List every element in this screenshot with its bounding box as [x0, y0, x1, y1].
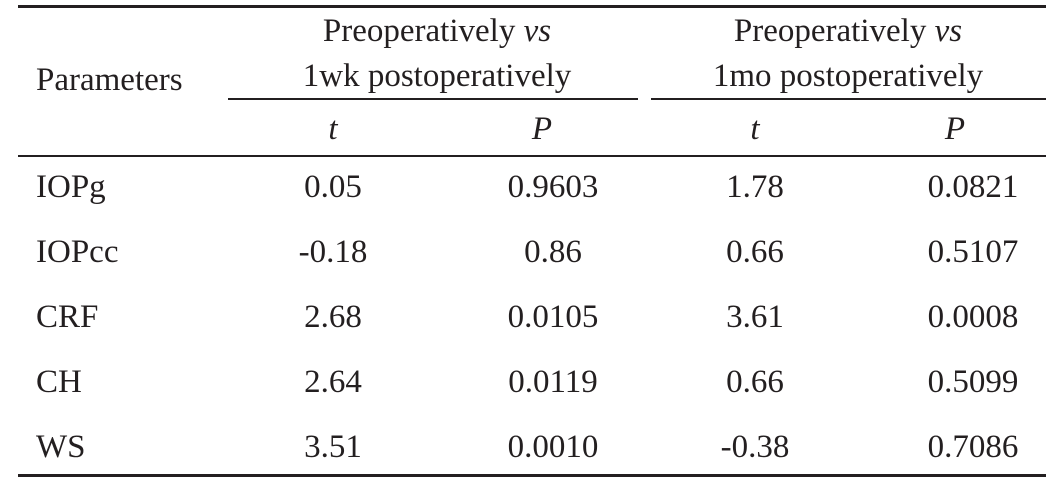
row-t1: -0.18 — [298, 234, 368, 270]
header-group2-line2: 1mo postoperatively — [712, 58, 984, 94]
top-rule — [18, 5, 1046, 8]
row-p1: 0.0105 — [507, 299, 599, 335]
header-group2-vs: vs — [934, 13, 963, 49]
group1-underline — [228, 98, 638, 100]
header-parameters: Parameters — [36, 62, 183, 98]
row-p2: 0.7086 — [927, 429, 1019, 465]
row-t1: 3.51 — [304, 429, 362, 465]
header-p-2: P — [944, 111, 966, 147]
row-parameter: IOPcc — [36, 234, 119, 270]
row-t1: 2.64 — [304, 364, 362, 400]
group2-underline — [651, 98, 1046, 100]
bottom-rule — [18, 474, 1046, 477]
row-parameter: IOPg — [36, 169, 106, 205]
header-group2-line1: Preoperatively vs — [734, 12, 962, 50]
header-group1-prefix: Preoperatively — [322, 13, 524, 49]
row-t2: 0.66 — [726, 234, 784, 270]
header-t-2: t — [750, 111, 760, 147]
row-t2: 1.78 — [726, 169, 784, 205]
row-p2: 0.5099 — [927, 364, 1019, 400]
row-p2: 0.5107 — [927, 234, 1019, 270]
header-group1-line2: 1wk postoperatively — [302, 58, 572, 94]
row-p1: 0.0119 — [508, 364, 598, 400]
header-group2-prefix: Preoperatively — [733, 13, 935, 49]
header-group1-vs: vs — [523, 13, 552, 49]
header-group1-line1: Preoperatively vs — [323, 12, 551, 50]
row-p1: 0.9603 — [507, 169, 599, 205]
row-parameter: CRF — [36, 299, 99, 335]
row-t2: 0.66 — [726, 364, 784, 400]
row-parameter: CH — [36, 364, 82, 400]
row-p2: 0.0008 — [927, 299, 1019, 335]
header-p-1: P — [531, 111, 553, 147]
row-t2: 3.61 — [726, 299, 784, 335]
row-t2: -0.38 — [720, 429, 790, 465]
row-p1: 0.86 — [524, 234, 582, 270]
row-t1: 0.05 — [304, 169, 362, 205]
row-t1: 2.68 — [304, 299, 362, 335]
row-parameter: WS — [36, 429, 86, 465]
header-rule — [18, 155, 1046, 157]
header-t-1: t — [328, 111, 338, 147]
row-p1: 0.0010 — [507, 429, 599, 465]
row-p2: 0.0821 — [927, 169, 1019, 205]
